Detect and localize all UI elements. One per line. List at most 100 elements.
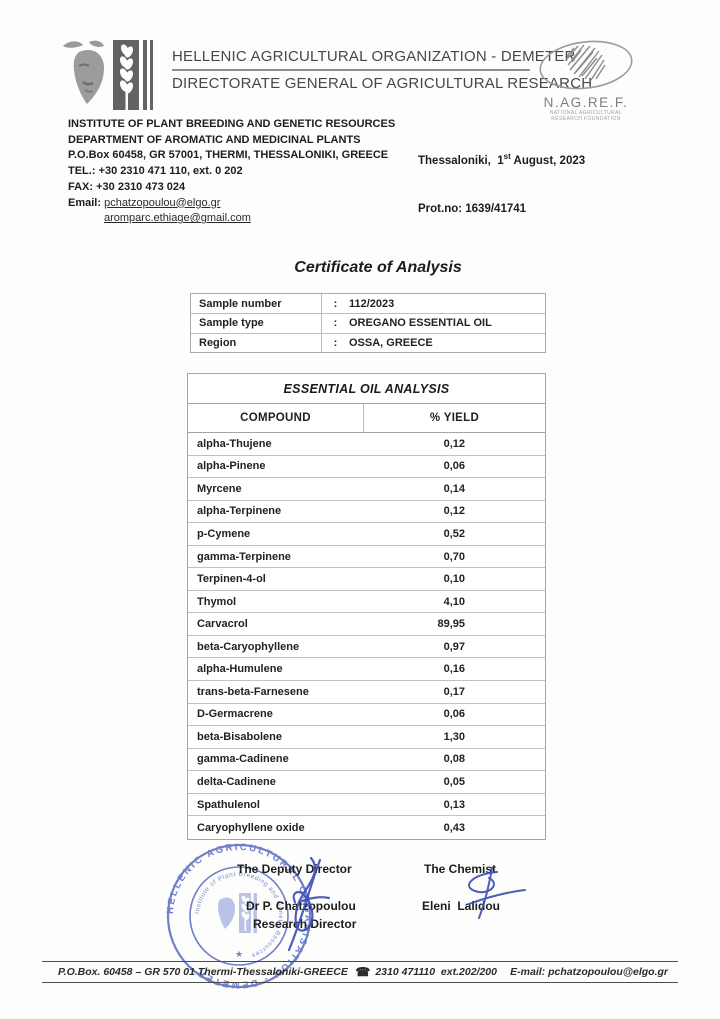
deputy-director-name: Dr P. Chatzopoulou: [246, 899, 356, 913]
sample-field-value: OSSA, GREECE: [349, 336, 433, 349]
nagref-logo: N.AG.RE.F. NATIONAL AGRICULTURAL RESEARC…: [532, 38, 640, 122]
sample-field-value: 112/2023: [349, 297, 395, 310]
yield-cell: 0,12: [443, 437, 465, 450]
table-row: beta-Caryophyllene 0,97: [188, 636, 545, 659]
department-name: DEPARTMENT OF AROMATIC AND MEDICINAL PLA…: [68, 133, 361, 146]
demeter-logo: [55, 38, 167, 117]
yield-cell: 0,14: [443, 482, 465, 495]
table-row: alpha-Pinene 0,06: [188, 456, 545, 479]
table-row: Caryophyllene oxide 0,43: [188, 816, 545, 839]
analysis-table-rows: alpha-Thujene 0,12 alpha-Pinene 0,06 Myrcene…: [188, 433, 545, 839]
footer-rule-top: [42, 961, 678, 962]
yield-cell: 1,30: [443, 730, 465, 743]
chemist-name: Eleni Lalidou: [422, 899, 501, 913]
institute-address-block: INSTITUTE OF PLANT BREEDING AND GENETIC …: [68, 117, 395, 227]
table-row: gamma-Cadinene 0,08: [188, 749, 545, 772]
institute-pobox: P.O.Box 60458, GR 57001, THERMI, THESSAL…: [68, 149, 389, 162]
sample-field-label: Sample number: [191, 294, 322, 314]
compound-cell: alpha-Pinene: [197, 460, 266, 473]
yield-cell: 0,17: [443, 685, 465, 698]
column-header-compound: COMPOUND: [188, 404, 364, 432]
compound-cell: Thymol: [197, 595, 237, 608]
yield-cell: 0,97: [443, 640, 465, 653]
email-address-1: pchatzopoulou@elgo.gr: [104, 196, 221, 209]
yield-cell: 89,95: [437, 618, 465, 631]
footer-email: E-mail: pchatzopoulou@elgo.gr: [510, 966, 668, 978]
directorate-name: DIRECTORATE GENERAL OF AGRICULTURAL RESE…: [172, 75, 593, 92]
table-row: Myrcene 0,14: [188, 478, 545, 501]
compound-cell: gamma-Terpinene: [197, 550, 291, 563]
table-row: p-Cymene 0,52: [188, 523, 545, 546]
yield-cell: 0,16: [443, 663, 465, 676]
header-org-block: HELLENIC AGRICULTURAL ORGANIZATION - DEM…: [172, 48, 593, 92]
table-row: Thymol 4,10: [188, 591, 545, 614]
compound-cell: Carvacrol: [197, 618, 248, 631]
compound-cell: alpha-Thujene: [197, 437, 272, 450]
nagref-leaf-icon: [539, 40, 633, 90]
demeter-face-wheat-icon: [63, 40, 153, 110]
institute-email-line: Email: pchatzopoulou@elgo.gr: [68, 196, 395, 212]
sample-info-row: Sample type: OREGANO ESSENTIAL OIL: [191, 313, 545, 333]
email-address-2: aromparc.ethiage@gmail.com: [104, 212, 251, 225]
yield-cell: 0,43: [443, 821, 465, 834]
yield-cell: 4,10: [443, 595, 465, 608]
sample-field-label: Region: [191, 333, 322, 352]
stamp-star: ★: [235, 949, 243, 959]
yield-cell: 0,13: [443, 798, 465, 811]
sample-info-row: Region: OSSA, GREECE: [191, 332, 545, 352]
sample-field-value: OREGANO ESSENTIAL OIL: [349, 317, 492, 330]
table-row: D-Germacrene 0,06: [188, 704, 545, 727]
compound-cell: gamma-Cadinene: [197, 753, 289, 766]
footer-rule-bottom: [42, 982, 678, 983]
nagref-acronym: N.AG.RE.F.: [543, 95, 629, 110]
compound-cell: delta-Cadinene: [197, 775, 276, 788]
yield-cell: 0,70: [443, 550, 465, 563]
table-row: alpha-Terpinene 0,12: [188, 501, 545, 524]
yield-cell: 0,05: [443, 775, 465, 788]
table-row: alpha-Humulene 0,16: [188, 658, 545, 682]
date-protocol-block: Thessaloniki, 1st August, 2023 Prot.no: …: [418, 117, 585, 249]
column-header-yield: % YIELD: [429, 412, 480, 424]
sample-field-separator: :: [333, 317, 338, 330]
compound-cell: beta-Bisabolene: [197, 730, 282, 743]
yield-cell: 0,10: [443, 573, 465, 586]
compound-cell: trans-beta-Farnesene: [197, 685, 309, 698]
date-line: Thessaloniki, 1st August, 2023: [418, 152, 586, 167]
nagref-subtitle-line2: RESEARCH FOUNDATION: [551, 116, 621, 122]
sample-info-table: Sample number:112/2023 Sample type: OREGAN…: [190, 293, 546, 353]
compound-cell: Caryophyllene oxide: [197, 821, 305, 834]
institute-email-line-2: aromparc.ethiage@gmail.com: [68, 211, 395, 227]
compound-cell: Terpinen-4-ol: [197, 573, 266, 586]
compound-cell: alpha-Terpinene: [197, 505, 282, 518]
table-row: Spathulenol 0,13: [188, 794, 545, 817]
footer-phone: 2310 471110 ext.202/200: [375, 966, 497, 978]
institute-tel: TEL.: +30 2310 471 110, ext. 0 202: [68, 165, 243, 178]
table-row: gamma-Terpinene 0,70: [188, 546, 545, 569]
deputy-director-title: The Deputy Director: [237, 862, 352, 876]
sample-info-row: Sample number:112/2023: [191, 294, 545, 314]
stamp-center-emblem-icon: [218, 893, 257, 933]
yield-cell: 0,06: [443, 460, 465, 473]
institute-name: INSTITUTE OF PLANT BREEDING AND GENETIC …: [68, 118, 396, 130]
deputy-director-role: Research Director: [253, 917, 357, 931]
phone-icon: ☎: [355, 965, 371, 979]
yield-cell: 0,08: [443, 753, 465, 766]
sample-field-separator: :: [333, 297, 338, 310]
analysis-table-header: COMPOUND % YIELD: [188, 404, 545, 433]
email-label: Email:: [68, 196, 105, 209]
footer-address: P.O.Box. 60458 – GR 570 01 Thermi-Thessa…: [58, 966, 348, 978]
table-row: Terpinen-4-ol 0,10: [188, 568, 545, 591]
compound-cell: beta-Caryophyllene: [197, 640, 300, 653]
chemist-title: The Chemist: [424, 862, 497, 876]
nagref-subtitle-line1: NATIONAL AGRICULTURAL: [549, 110, 623, 116]
yield-cell: 0,06: [443, 708, 465, 721]
date-ordinal: st: [503, 152, 511, 161]
compound-cell: alpha-Humulene: [197, 663, 283, 676]
compound-cell: Myrcene: [197, 482, 242, 495]
org-name: HELLENIC AGRICULTURAL ORGANIZATION - DEM…: [172, 48, 576, 65]
yield-cell: 0,12: [443, 505, 465, 518]
header-divider: [172, 69, 530, 71]
analysis-table-title: ESSENTIAL OIL ANALYSIS: [188, 374, 545, 404]
sample-info-table-body: Sample number:112/2023 Sample type: OREGAN…: [191, 294, 545, 352]
